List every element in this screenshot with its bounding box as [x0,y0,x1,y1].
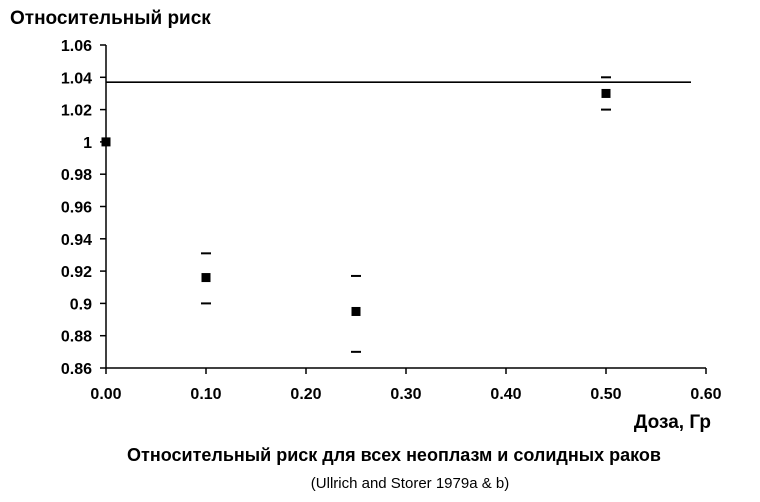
y-tick-label: 0.86 [61,361,92,378]
chart-title: Относительный риск для всех неоплазм и с… [127,445,661,465]
y-tick-label: 0.88 [61,329,92,346]
x-tick-label: 0.20 [290,386,321,403]
y-tick-label: 0.98 [61,167,92,184]
plot-area: 1.06 1.04 1.02 1 0.98 0.96 0.94 0.92 0.9 0.88 0.86… [61,38,722,403]
y-tick-label: 1.06 [61,38,92,55]
x-tick-label: 0.00 [90,386,121,403]
data-point [202,273,211,282]
y-tick-label: 1 [83,135,92,152]
y-tick-label: 1.02 [61,103,92,120]
chart-subtitle: (Ullrich and Storer 1979a & b) [311,475,509,492]
y-tick-label: 0.92 [61,264,92,281]
x-tick-label: 0.30 [390,386,421,403]
x-tick-label: 0.50 [590,386,621,403]
x-tick-label: 0.60 [690,386,721,403]
y-tick-label: 1.04 [61,70,92,87]
y-tick-label: 0.94 [61,232,92,249]
y-tick-label: 0.9 [70,296,92,313]
data-point [352,307,361,316]
data-point [602,89,611,98]
x-axis-label: Доза, Гр [634,412,711,433]
y-tick-label: 0.96 [61,200,92,217]
data-point [102,137,111,146]
x-tick-label: 0.10 [190,386,221,403]
x-tick-label: 0.40 [490,386,521,403]
y-axis-label: Относительный риск [10,8,211,29]
